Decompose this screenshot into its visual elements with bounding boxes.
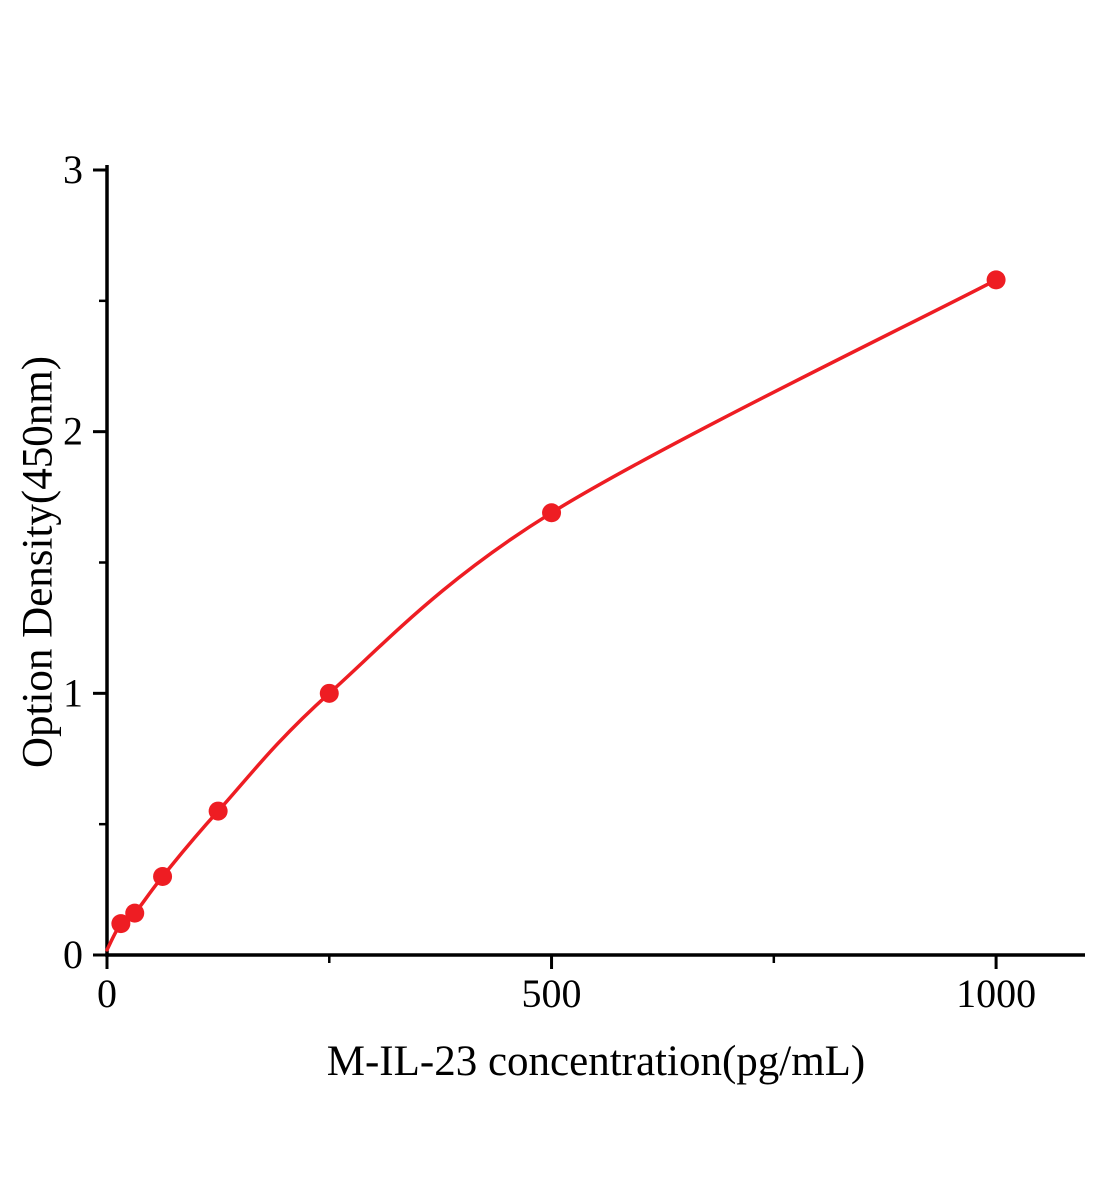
data-point-marker [542, 503, 562, 523]
standard-curve-line [105, 278, 998, 952]
data-point-marker [153, 867, 173, 886]
data-point-marker [986, 270, 1006, 290]
y-tick-label: 1 [63, 670, 83, 715]
data-point-marker [111, 914, 131, 934]
y-tick-label: 2 [63, 409, 83, 454]
x-axis-title: M-IL-23 concentration(pg/mL) [326, 1038, 866, 1085]
y-axis-title: Option Density(450nm) [14, 355, 62, 769]
x-tick-label: 1000 [956, 971, 1036, 1016]
y-tick-label: 3 [63, 147, 83, 192]
data-point-marker [208, 801, 228, 821]
data-point-marker [319, 683, 339, 703]
y-tick-label: 0 [63, 932, 83, 977]
data-point-marker [125, 903, 145, 923]
x-tick-label: 500 [522, 971, 582, 1016]
x-tick-label: 0 [97, 971, 117, 1016]
